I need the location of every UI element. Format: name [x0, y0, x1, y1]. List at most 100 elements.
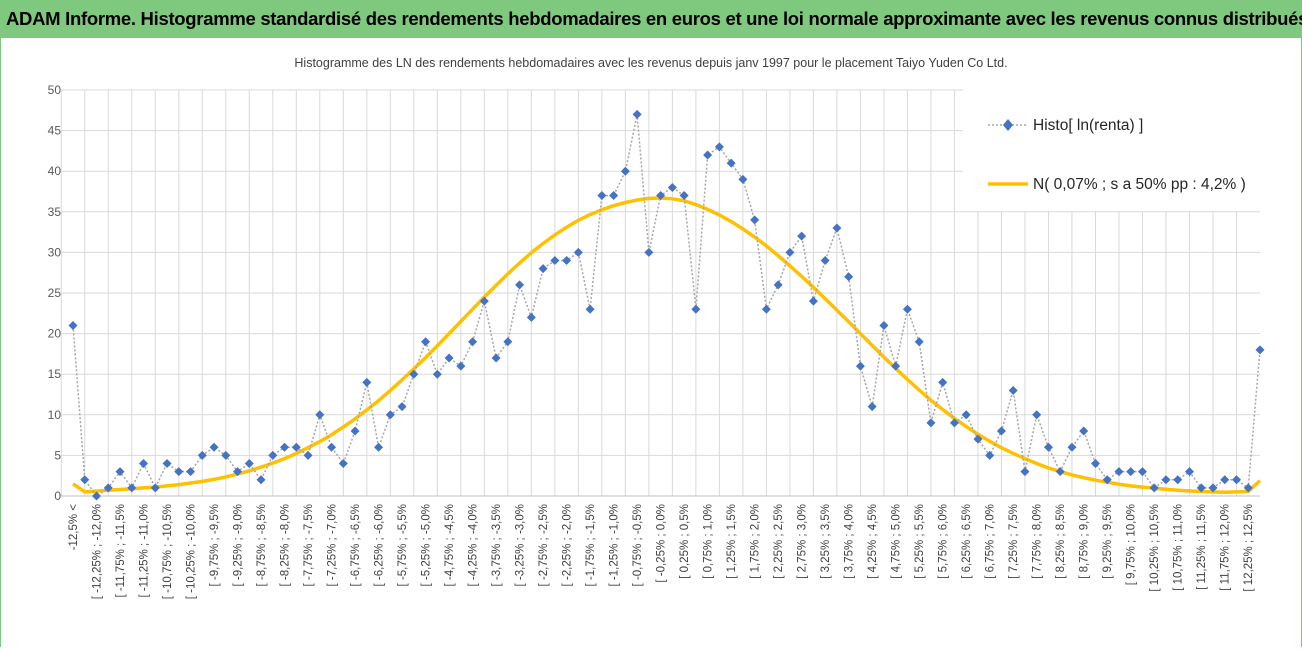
histogram-point — [550, 256, 560, 266]
x-tick-label: [ 7,75% ; 8,0% — [1032, 504, 1044, 579]
x-tick-label: [ -2,75% ; -2,5% — [538, 504, 550, 586]
x-tick-label: [ 1,75% ; 2,0% — [750, 504, 762, 579]
x-tick-label: [ -1,75% ; -1,5% — [585, 504, 597, 586]
histogram-point — [221, 450, 231, 460]
histogram-point — [1161, 475, 1171, 485]
histogram-point — [479, 296, 489, 306]
x-tick-label: [ -4,25% ; -4,0% — [468, 504, 480, 586]
x-tick-label: [ -11,25% ; -11,0% — [139, 504, 151, 598]
x-tick-label: [ -7,25% ; -7,0% — [327, 504, 339, 586]
x-tick-label: [ 4,25% ; 4,5% — [867, 504, 879, 579]
histogram-point — [867, 402, 877, 412]
gridlines — [60, 89, 1260, 497]
histogram-point — [597, 191, 607, 201]
x-tick-label: [ -9,75% ; -9,5% — [209, 504, 221, 586]
y-tick-label: 0 — [54, 489, 61, 503]
histogram-point — [1196, 483, 1206, 493]
histogram-point — [456, 361, 466, 371]
histogram-point — [1114, 467, 1124, 477]
histogram-point — [855, 361, 865, 371]
histogram-line — [72, 114, 1261, 498]
histogram-point — [1032, 410, 1042, 420]
histogram-point — [139, 459, 149, 469]
histogram-point — [1126, 467, 1136, 477]
histogram-point — [432, 369, 442, 379]
histogram-point — [926, 418, 936, 428]
histogram-point — [773, 280, 783, 290]
histogram-point — [515, 280, 525, 290]
report-banner: ADAM Informe. Histogramme standardisé de… — [0, 0, 1302, 38]
x-tick-label: [ 10,75% ; 11,0% — [1173, 504, 1185, 591]
histogram-point — [609, 191, 619, 201]
histogram-point — [1020, 467, 1030, 477]
x-axis: -12,5% < [ -12,25% ; -12,0% [ -11,75% ; -1… — [61, 495, 1260, 599]
x-tick-label: [ 2,75% ; 3,0% — [797, 504, 809, 579]
x-tick-label: [ -7,75% ; -7,5% — [303, 504, 315, 586]
x-tick-label: [ -5,75% ; -5,5% — [397, 504, 409, 586]
normal-curve-line — [72, 196, 1262, 494]
x-tick-label: [ 6,75% ; 7,0% — [985, 504, 997, 579]
histogram-point — [750, 215, 760, 225]
histogram-point — [115, 467, 125, 477]
histogram-point — [985, 450, 995, 460]
histogram-point — [573, 247, 583, 257]
histogram-point — [468, 337, 478, 347]
y-tick-label: 30 — [48, 245, 62, 259]
histogram-point — [409, 369, 419, 379]
histogram-point — [1255, 345, 1265, 355]
histogram-point — [1067, 442, 1077, 452]
y-tick-label: 20 — [48, 327, 62, 341]
histogram-point — [538, 264, 548, 274]
x-tick-label: [ -8,75% ; -8,5% — [256, 504, 268, 586]
x-tick-label: [ -0,75% ; -0,5% — [632, 504, 644, 586]
x-tick-label: [ -3,75% ; -3,5% — [491, 504, 503, 586]
histogram-point — [1184, 467, 1194, 477]
histogram-point — [738, 174, 748, 184]
x-tick-label: [ 2,25% ; 2,5% — [773, 504, 785, 579]
legend: Histo[ ln(renta) ] N( 0,07% ; s a 50% pp… — [963, 83, 1297, 211]
legend-histo-marker-icon — [1003, 119, 1013, 131]
histogram-chart: Histogramme des LN des rendements hebdom… — [48, 56, 1297, 599]
y-tick-label: 15 — [48, 367, 62, 381]
legend-background — [963, 83, 1297, 211]
histogram-point — [327, 442, 337, 452]
histogram-point — [150, 483, 160, 493]
y-tick-label: 40 — [48, 164, 62, 178]
legend-label-normal: N( 0,07% ; s a 50% pp : 4,2% ) — [1033, 176, 1246, 193]
histogram-series — [68, 109, 1265, 501]
normal-curve-series — [72, 196, 1262, 494]
x-tick-label: [ 0,25% ; 0,5% — [679, 504, 691, 579]
histogram-point — [879, 320, 889, 330]
histogram-point — [209, 442, 219, 452]
histogram-point — [186, 467, 196, 477]
chart-panel: Histogramme des LN des rendements hebdom… — [0, 38, 1302, 647]
x-tick-label: [ 8,25% ; 8,5% — [1055, 504, 1067, 579]
chart-title: Histogramme des LN des rendements hebdom… — [294, 56, 1007, 70]
histogram-point — [127, 483, 137, 493]
histogram-point — [362, 377, 372, 387]
x-tick-label: [ 8,75% ; 9,0% — [1079, 504, 1091, 579]
histogram-point — [726, 158, 736, 168]
x-tick-label: [ 0,75% ; 1,0% — [703, 504, 715, 579]
histogram-point — [949, 418, 959, 428]
histogram-point — [233, 467, 243, 477]
histogram-point — [1149, 483, 1159, 493]
histogram-point — [1243, 483, 1253, 493]
histogram-point — [1173, 475, 1183, 485]
histogram-point — [385, 410, 395, 420]
x-tick-label: [ -9,25% ; -9,0% — [233, 504, 245, 586]
histogram-point — [421, 337, 431, 347]
histogram-point — [291, 442, 301, 452]
legend-label-histo: Histo[ ln(renta) ] — [1033, 117, 1143, 134]
histogram-point — [503, 337, 513, 347]
histogram-point — [315, 410, 325, 420]
histogram-point — [832, 223, 842, 233]
histogram-point — [103, 483, 113, 493]
x-tick-label: [ 9,75% ; 10,0% — [1126, 504, 1138, 585]
histogram-point — [562, 256, 572, 266]
x-tick-label: [ 1,25% ; 1,5% — [726, 504, 738, 579]
y-tick-label: 35 — [48, 205, 62, 219]
x-tick-label: [ 12,25% ; 12,5% — [1243, 504, 1255, 592]
x-tick-label: [ 3,25% ; 3,5% — [820, 504, 832, 579]
histogram-point — [714, 142, 724, 152]
